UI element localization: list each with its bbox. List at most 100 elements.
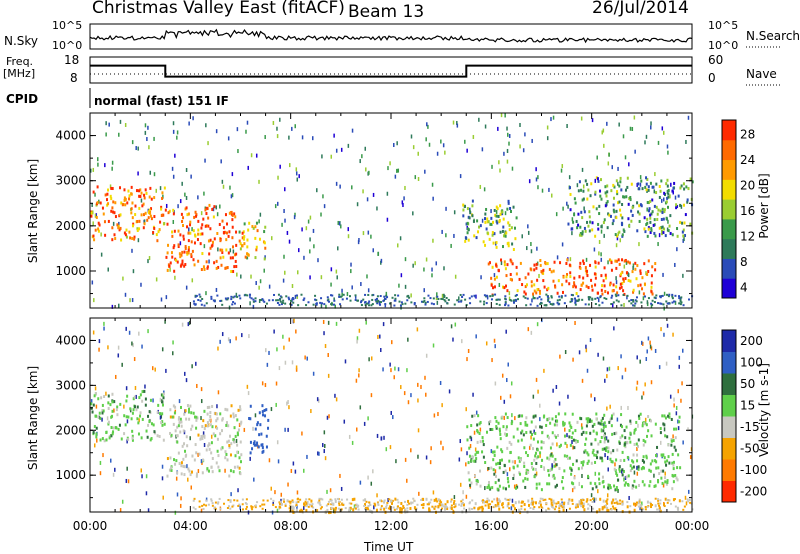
power-data-cell — [540, 298, 543, 301]
power-data-cell — [133, 237, 136, 241]
velocity-data-cell — [428, 507, 431, 511]
velocity-data-cell — [474, 474, 477, 478]
velocity-noise-point — [190, 485, 193, 490]
power-data-cell — [472, 219, 475, 223]
velocity-data-cell — [245, 503, 248, 506]
power-noise-point — [561, 242, 564, 247]
power-data-cell — [195, 213, 198, 217]
power-data-cell — [235, 252, 238, 256]
velocity-noise-point — [324, 443, 326, 448]
velocity-data-cell — [492, 468, 495, 472]
power-data-cell — [581, 198, 584, 202]
velocity-noise-point — [292, 461, 295, 466]
velocity-data-cell — [241, 503, 244, 506]
velocity-noise-point — [609, 404, 611, 409]
velocity-data-cell — [642, 443, 645, 447]
power-data-cell — [189, 231, 192, 235]
velocity-data-cell — [674, 474, 677, 478]
velocity-data-cell — [496, 487, 499, 491]
velocity-data-cell — [665, 482, 668, 486]
velocity-data-cell — [261, 404, 264, 408]
power-noise-point — [222, 184, 225, 189]
velocity-data-cell — [435, 497, 438, 501]
velocity-data-cell — [644, 421, 647, 425]
velocity-data-cell — [575, 459, 578, 463]
power-data-cell — [231, 213, 234, 217]
velocity-data-cell — [595, 453, 598, 457]
velocity-data-cell — [482, 499, 485, 502]
power-data-cell — [595, 207, 598, 211]
velocity-data-cell — [228, 474, 231, 478]
velocity-noise-point — [125, 478, 128, 483]
velocity-data-cell — [646, 505, 649, 508]
velocity-data-cell — [571, 431, 574, 435]
velocity-data-cell — [588, 420, 591, 424]
velocity-data-cell — [531, 465, 534, 469]
velocity-data-cell — [245, 507, 248, 510]
power-noise-point — [274, 204, 277, 209]
velocity-data-cell — [538, 482, 541, 486]
power-data-cell — [622, 277, 625, 281]
power-data-cell — [161, 196, 164, 200]
velocity-noise-point — [614, 462, 616, 467]
velocity-noise-point — [132, 343, 134, 348]
velocity-noise-point — [672, 434, 674, 439]
power-data-cell — [422, 300, 425, 303]
power-data-cell — [667, 195, 670, 199]
velocity-data-cell — [208, 442, 211, 446]
velocity-data-cell — [161, 393, 164, 397]
velocity-noise-point — [673, 403, 675, 408]
power-data-cell — [558, 298, 561, 301]
velocity-noise-point — [585, 344, 587, 349]
velocity-data-cell — [230, 404, 233, 408]
power-data-cell — [140, 191, 143, 195]
power-noise-point — [255, 281, 257, 286]
velocity-noise-point — [329, 488, 332, 493]
power-data-cell — [562, 275, 565, 279]
velocity-data-cell — [413, 500, 416, 503]
velocity-data-cell — [237, 408, 240, 412]
velocity-noise-point — [380, 348, 382, 353]
velocity-data-cell — [531, 433, 534, 437]
velocity-noise-point — [335, 321, 338, 326]
velocity-data-cell — [506, 416, 509, 420]
velocity-data-cell — [198, 505, 201, 508]
power-data-cell — [473, 294, 476, 297]
velocity-data-cell — [238, 503, 241, 506]
power-noise-point — [293, 215, 296, 220]
power-noise-point — [464, 139, 466, 144]
velocity-noise-point — [407, 400, 410, 405]
power-noise-point — [108, 122, 110, 127]
velocity-noise-point — [278, 366, 281, 371]
velocity-data-cell — [663, 414, 666, 418]
power-data-cell — [620, 223, 623, 227]
velocity-data-cell — [300, 508, 303, 511]
power-data-cell — [570, 293, 573, 296]
velocity-noise-point — [127, 479, 130, 484]
power-data-cell — [569, 192, 572, 196]
velocity-data-cell — [606, 502, 609, 505]
velocity-noise-point — [475, 410, 478, 415]
velocity-data-cell — [571, 498, 574, 502]
velocity-noise-point — [195, 361, 197, 366]
velocity-data-cell — [239, 405, 242, 409]
velocity-data-cell — [564, 412, 567, 416]
power-data-cell — [250, 297, 253, 300]
power-data-cell — [641, 187, 644, 191]
power-noise-point — [321, 154, 323, 159]
power-data-cell — [539, 263, 542, 267]
power-noise-point — [498, 160, 500, 165]
velocity-data-cell — [654, 504, 657, 508]
power-noise-point — [645, 271, 647, 276]
power-noise-point — [351, 185, 353, 190]
velocity-data-cell — [604, 449, 607, 453]
power-data-cell — [227, 251, 230, 255]
velocity-noise-point — [439, 380, 442, 385]
velocity-data-cell — [534, 451, 537, 455]
velocity-data-cell — [647, 414, 650, 418]
power-data-cell — [384, 297, 387, 300]
power-noise-point — [118, 221, 120, 226]
power-data-cell — [319, 301, 322, 304]
velocity-data-cell — [550, 467, 553, 471]
velocity-data-cell — [499, 459, 502, 463]
